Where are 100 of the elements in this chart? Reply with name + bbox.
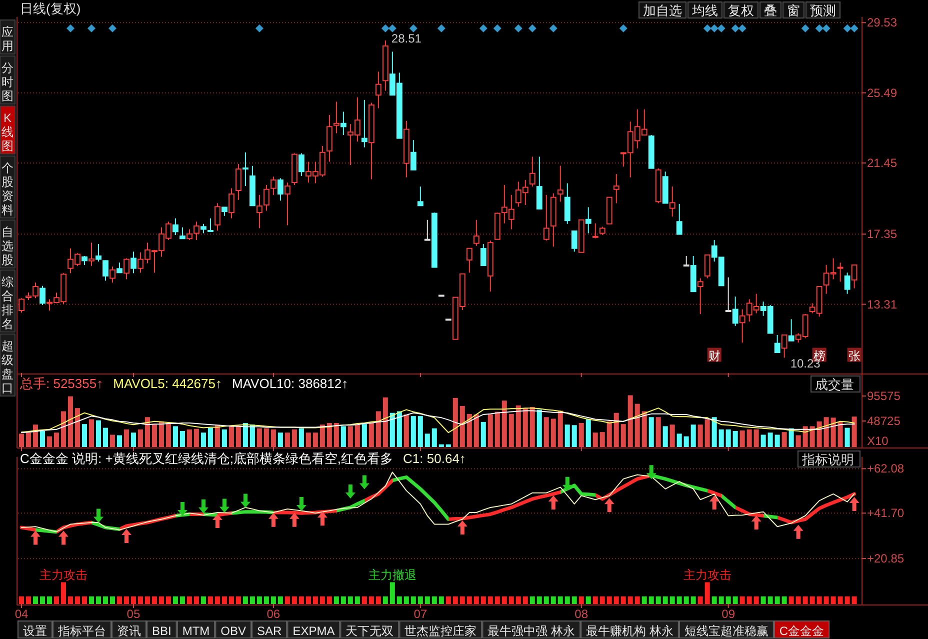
bar <box>810 426 815 447</box>
text: 设置 <box>23 624 47 638</box>
candlestick <box>326 114 332 162</box>
x-tick-label: 09 <box>722 607 736 621</box>
bar <box>516 405 521 447</box>
bar <box>648 417 654 447</box>
y-axis-title: X10 <box>867 434 889 448</box>
point <box>548 495 558 510</box>
bar <box>600 432 605 447</box>
bar <box>754 429 759 447</box>
annotation: 叠 <box>764 3 777 18</box>
bar <box>768 432 773 447</box>
bar <box>466 414 472 447</box>
candlestick <box>375 71 382 109</box>
bar <box>362 424 367 447</box>
bar <box>452 398 458 447</box>
bar <box>278 432 283 447</box>
bar <box>306 432 311 447</box>
point <box>457 520 468 535</box>
bar <box>816 421 822 447</box>
bar <box>116 435 122 447</box>
point <box>198 499 208 514</box>
bar <box>718 429 724 447</box>
bar <box>376 411 381 447</box>
text: 应用 <box>2 25 14 53</box>
bar <box>82 424 88 447</box>
text: EXPMA <box>292 624 335 638</box>
annotation: 加自选 <box>643 3 682 18</box>
annotation: 指标说明 <box>801 452 854 467</box>
y-tick-label: 48725 <box>867 414 901 428</box>
bar <box>844 428 850 447</box>
bar <box>830 418 836 447</box>
bar <box>628 395 633 447</box>
bar <box>320 424 325 447</box>
point <box>562 476 572 491</box>
y-tick-label: +62.08 <box>867 462 904 476</box>
candlestick <box>242 152 248 187</box>
bar <box>508 414 514 447</box>
bar <box>536 410 542 447</box>
candlestick <box>256 194 262 229</box>
y-tick-label: 21.45 <box>867 156 898 170</box>
bar <box>558 410 563 447</box>
bar <box>250 424 255 447</box>
bar <box>284 432 290 447</box>
text: 分时图 <box>2 61 14 103</box>
chart-title: 日线(复权) <box>20 1 81 16</box>
text: 天下无双 <box>346 624 394 638</box>
bar <box>46 436 52 447</box>
chart-title: 总手: 525355↑ <box>19 376 104 391</box>
bar <box>32 424 38 447</box>
bar <box>404 414 409 447</box>
text: SAR <box>257 624 282 638</box>
text: BBI <box>152 624 172 638</box>
candlestick <box>270 176 276 196</box>
bar <box>158 421 164 447</box>
bar <box>68 396 74 447</box>
bar <box>228 426 234 447</box>
bar <box>746 429 752 447</box>
text: 最牛强中强 林永 <box>488 624 576 638</box>
candlestick <box>340 111 346 136</box>
text: K线图 <box>2 111 14 153</box>
bar <box>368 423 374 447</box>
x-tick-label: 04 <box>14 607 28 621</box>
bar <box>550 418 556 447</box>
bar <box>222 429 227 447</box>
bar <box>564 424 570 447</box>
bar <box>662 426 668 447</box>
bar <box>544 417 549 447</box>
bar <box>656 417 661 447</box>
bar <box>460 406 465 447</box>
point <box>709 495 720 510</box>
text: MAVOL5: 442675↑ <box>113 376 222 391</box>
text: 短线宝超准稳赢 <box>684 624 768 638</box>
bar <box>242 423 248 447</box>
data-label: 主力攻击 <box>39 568 88 582</box>
bar <box>432 428 437 447</box>
point <box>121 529 132 544</box>
y-tick-label: +20.85 <box>867 552 904 566</box>
candlestick <box>564 182 570 224</box>
candlestick <box>236 163 242 200</box>
bar <box>642 411 647 447</box>
text: MAVOL10: 386812↑ <box>232 376 348 391</box>
bar <box>796 435 801 447</box>
chart-title: C金金金 说明: +黄线死叉红绿线清仓;底部横条绿色看空,红色看多 <box>20 451 394 466</box>
point <box>219 498 230 513</box>
point <box>268 512 278 527</box>
bar <box>88 419 94 447</box>
text: 世杰监控庄家 <box>404 624 477 638</box>
candlestick <box>557 165 564 202</box>
data-label: 主力攻击 <box>683 568 732 582</box>
candlestick <box>333 101 340 134</box>
annotation: 预测 <box>810 3 836 18</box>
bar <box>726 429 731 447</box>
candlestick <box>732 296 738 326</box>
bar <box>620 424 626 447</box>
bar <box>348 426 353 447</box>
bar <box>390 412 395 447</box>
bar <box>194 428 199 447</box>
bar <box>488 414 493 447</box>
candlestick <box>361 99 368 148</box>
